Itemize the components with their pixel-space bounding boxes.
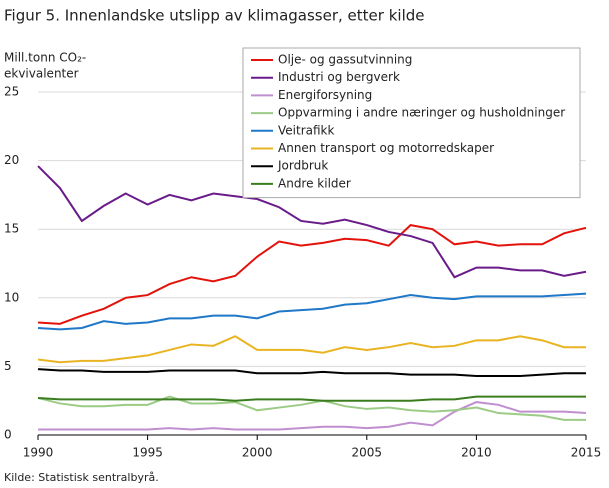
y-tick-label: 5 (4, 359, 12, 373)
chart-title: Figur 5. Innenlandske utslipp av klimaga… (4, 7, 424, 25)
series-line (37, 224, 587, 325)
legend-box (242, 47, 581, 199)
series-line (37, 165, 587, 279)
legend-label: Industri og bergverk (278, 70, 400, 84)
y-tick-label: 20 (4, 153, 19, 167)
y-tick-label: 25 (4, 85, 19, 99)
series-line (37, 395, 586, 402)
x-tick-label: 2010 (461, 446, 492, 460)
x-tick-label: 1995 (132, 446, 163, 460)
y-tick-label: 0 (4, 428, 12, 442)
y-tick-label: 15 (4, 222, 19, 236)
y-axis-label: ekvivalenter (4, 67, 79, 81)
series-line (37, 292, 587, 331)
series-line (37, 395, 586, 421)
series-line (38, 401, 587, 431)
x-tick-label: 2005 (352, 446, 383, 460)
legend-label: Annen transport og motorredskaper (278, 141, 494, 155)
legend-label: Oppvarming i andre næringer og husholdni… (278, 106, 565, 120)
y-axis-label: Mill.tonn CO₂- (4, 51, 86, 65)
legend-label: Olje- og gassutvinning (278, 53, 412, 67)
series-line (37, 335, 586, 364)
x-tick-label: 2000 (242, 446, 273, 460)
x-tick-label: 2015 (571, 446, 602, 460)
x-tick-label: 1990 (23, 446, 54, 460)
series-line (37, 368, 586, 378)
y-tick-label: 10 (4, 290, 19, 304)
source: Kilde: Statistisk sentralbyrå. (4, 471, 159, 484)
legend-label: Veitrafikk (278, 123, 334, 137)
legend-label: Energiforsyning (278, 88, 372, 102)
legend-label: Jordbruk (277, 159, 328, 173)
legend-label: Andre kilder (278, 176, 351, 190)
